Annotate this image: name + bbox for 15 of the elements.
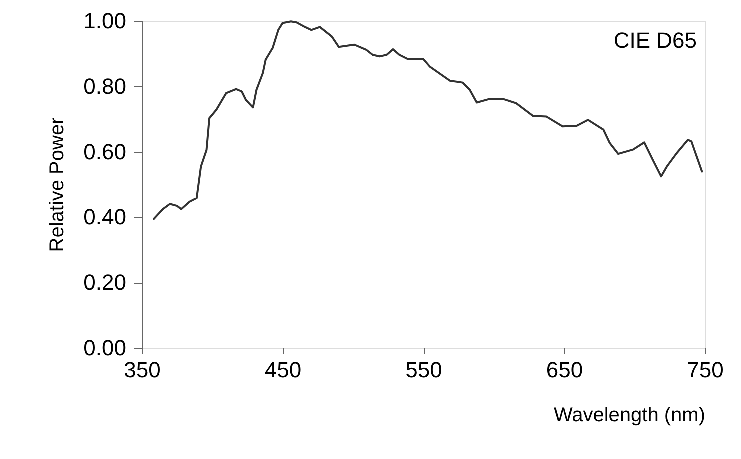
y-tick-label: 0.80 [84, 74, 126, 99]
x-axis-title: Wavelength (nm) [554, 404, 706, 426]
y-tick-label: 0.60 [84, 139, 126, 164]
x-tick-label: 650 [546, 358, 584, 382]
annotation: CIE D65 [614, 28, 697, 53]
x-tick-label: 750 [687, 358, 724, 382]
line-series [152, 20, 704, 220]
x-tick-label: 450 [264, 358, 302, 382]
x-tick-label: 350 [124, 358, 161, 382]
y-axis-title: Relative Power [46, 117, 69, 252]
y-tick-label: 0.40 [84, 204, 126, 230]
x-tick-label: 550 [406, 358, 442, 382]
y-tick-label: 0.20 [84, 270, 126, 296]
y-tick-label: 0.00 [84, 336, 126, 360]
y-tick-label: 1.00 [84, 8, 126, 34]
